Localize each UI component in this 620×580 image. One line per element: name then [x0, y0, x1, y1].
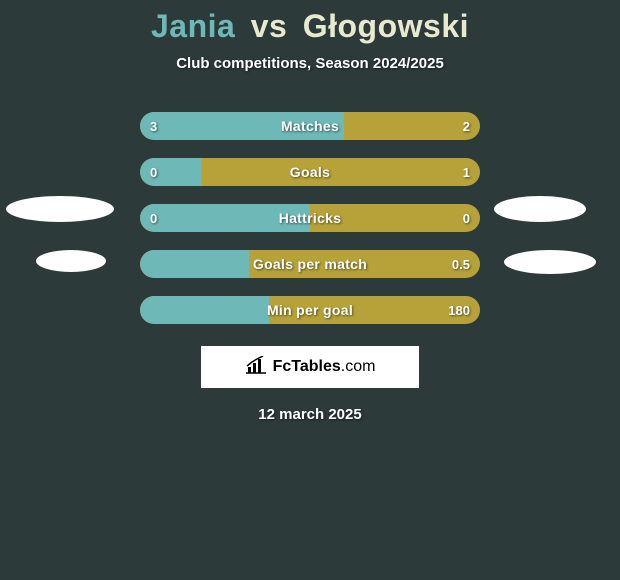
subtitle: Club competitions, Season 2024/2025 [0, 55, 620, 72]
stat-value-right: 2 [463, 112, 470, 140]
brand-name: FcTables [273, 358, 341, 375]
brand-badge: FcTables.com [201, 346, 419, 388]
stat-bar: Min per goal180 [140, 296, 480, 324]
stat-value-left: 3 [150, 112, 157, 140]
stat-bar: Matches3 2 [140, 112, 480, 140]
bar-chart-icon [245, 356, 267, 379]
stat-bar: Goals per match0.5 [140, 250, 480, 278]
stat-value-right: 180 [448, 296, 470, 324]
oval-decoration [504, 250, 596, 274]
title-player2: Głogowski [303, 8, 469, 44]
brand-text: FcTables.com [273, 358, 376, 376]
oval-decoration [494, 196, 586, 222]
stat-label: Hattricks [140, 204, 480, 232]
stat-bar: Hattricks0 0 [140, 204, 480, 232]
stat-value-right: 1 [463, 158, 470, 186]
date-text: 12 march 2025 [0, 406, 620, 423]
title-player1: Jania [151, 8, 235, 44]
stat-bar: Goals0 1 [140, 158, 480, 186]
stat-label: Min per goal [140, 296, 480, 324]
oval-decoration [36, 250, 106, 272]
stat-value-left: 0 [150, 158, 157, 186]
stat-label: Matches [140, 112, 480, 140]
oval-decoration [6, 196, 114, 222]
stat-value-right: 0 [463, 204, 470, 232]
stat-value-right: 0.5 [452, 250, 470, 278]
stat-label: Goals [140, 158, 480, 186]
stat-label: Goals per match [140, 250, 480, 278]
stat-value-left: 0 [150, 204, 157, 232]
title-vs: vs [251, 8, 288, 44]
brand-domain: .com [341, 358, 376, 375]
page-title: Jania vs Głogowski [0, 0, 620, 45]
